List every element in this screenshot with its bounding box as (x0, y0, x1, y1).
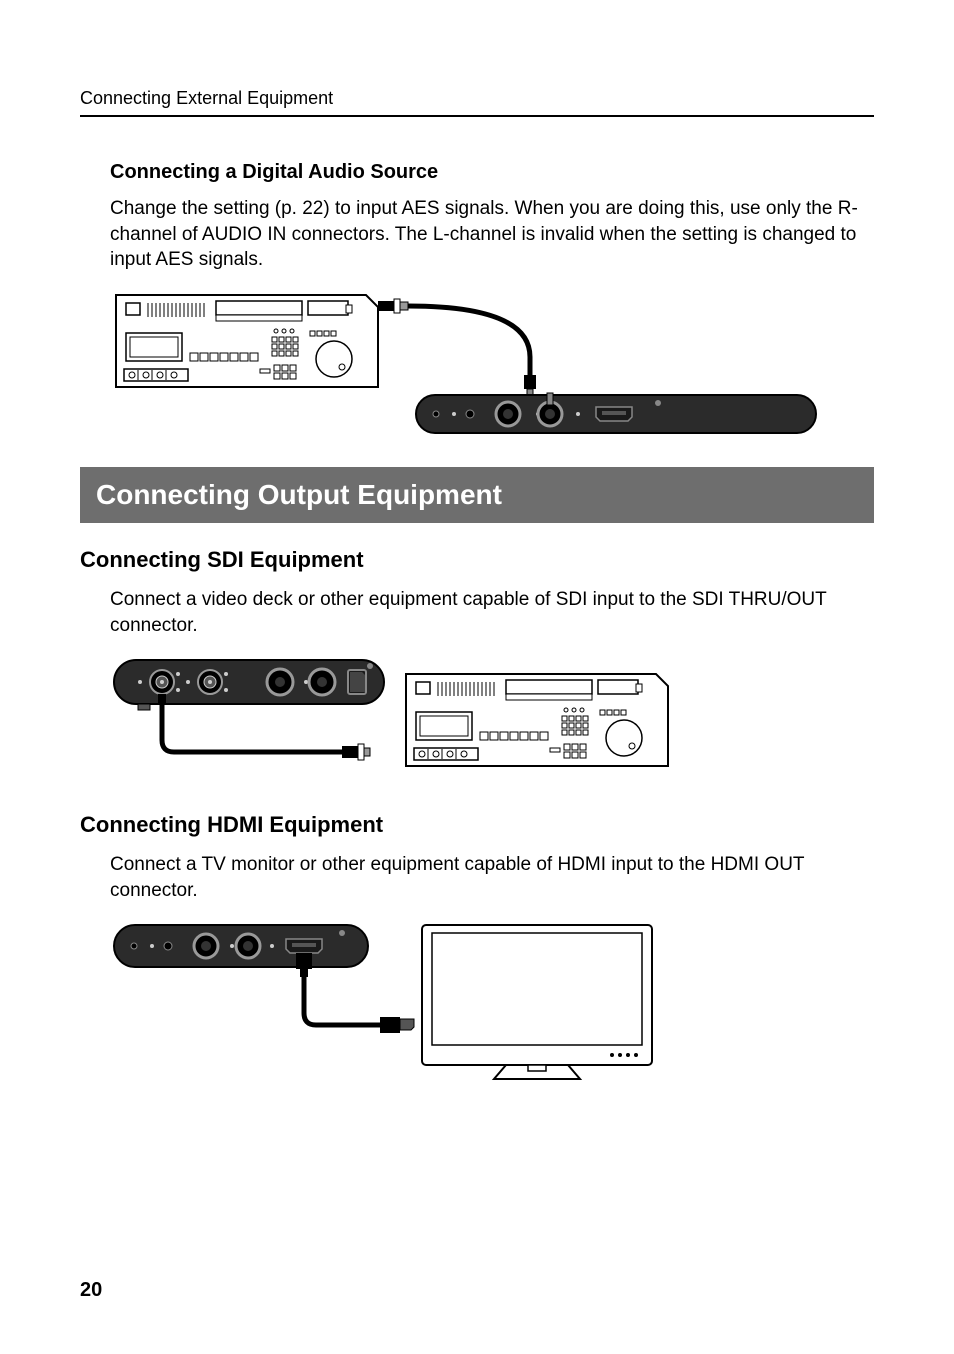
device-rear-audio-in-icon (416, 393, 816, 433)
tv-monitor-icon (422, 925, 652, 1079)
running-head: Connecting External Equipment (80, 88, 874, 117)
content: Connecting a Digital Audio Source Change… (80, 161, 874, 1087)
video-deck-icon (406, 674, 668, 766)
figure-hdmi (110, 917, 874, 1087)
sdi-diagram (110, 652, 670, 782)
digital-audio-diagram (110, 287, 822, 437)
page-number: 20 (80, 1279, 102, 1302)
digital-audio-para: Change the setting (p. 22) to input AES … (110, 196, 874, 273)
audio-cable-icon (378, 299, 536, 399)
page: Connecting External Equipment Connecting… (0, 0, 954, 1354)
hdmi-para: Connect a TV monitor or other equipment … (110, 852, 874, 903)
digital-audio-title: Connecting a Digital Audio Source (110, 161, 874, 184)
sdi-cable-icon (162, 704, 342, 752)
device-hdmi-out-icon (114, 925, 368, 967)
hdmi-diagram (110, 917, 670, 1087)
device-sdi-out-icon (114, 660, 384, 710)
hdmi-title: Connecting HDMI Equipment (80, 812, 874, 838)
figure-sdi (110, 652, 874, 782)
video-deck-icon (116, 295, 378, 387)
sdi-para: Connect a video deck or other equipment … (110, 587, 874, 638)
figure-digital-audio (110, 287, 874, 437)
sdi-title: Connecting SDI Equipment (80, 547, 874, 573)
output-equipment-heading: Connecting Output Equipment (80, 467, 874, 523)
